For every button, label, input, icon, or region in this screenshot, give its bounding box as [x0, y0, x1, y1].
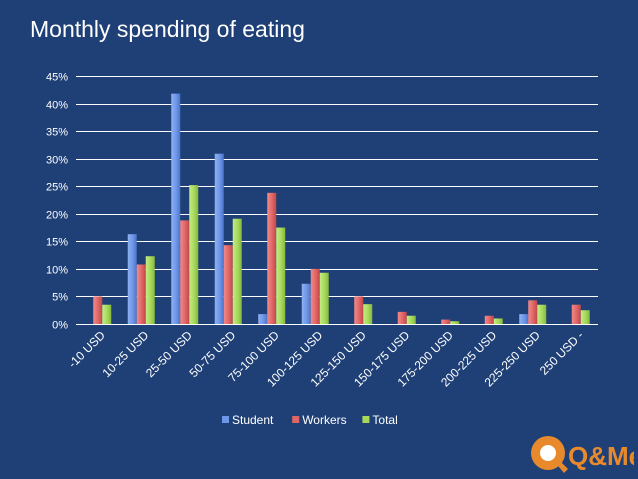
bar-workers: [180, 220, 190, 324]
chart-title: Monthly spending of eating: [30, 16, 305, 42]
bar-workers: [571, 304, 581, 324]
legend-swatch-total: [362, 416, 370, 423]
bar-student: [214, 153, 224, 324]
bar-workers: [267, 192, 277, 324]
bar-total: [145, 256, 155, 324]
x-category-label: 250 USD -: [537, 328, 587, 378]
legend-label-workers: Workers: [302, 413, 346, 427]
bar-total: [189, 185, 199, 324]
bar-workers: [93, 296, 103, 324]
bar-total: [363, 304, 373, 324]
x-category-label: -10 USD: [65, 328, 108, 371]
y-axis: 0% 5% 10% 15% 20% 25% 30% 35% 40% 45%: [46, 72, 68, 332]
bar-total: [450, 321, 460, 324]
bar-total: [232, 218, 242, 324]
bar-workers: [136, 264, 146, 324]
y-tick-label: 10%: [46, 265, 68, 277]
bars: [93, 93, 590, 324]
bar-workers: [310, 268, 320, 324]
bar-student: [171, 93, 181, 324]
y-tick-label: 15%: [46, 237, 68, 249]
bar-student: [519, 314, 529, 324]
y-tick-label: 40%: [46, 100, 68, 112]
bar-total: [537, 304, 547, 324]
legend: Student Workers Total: [222, 413, 398, 427]
y-tick-label: 35%: [46, 127, 68, 139]
y-tick-label: 0%: [52, 320, 68, 332]
bar-workers: [223, 245, 233, 324]
y-tick-label: 45%: [46, 72, 68, 84]
gridlines: [76, 76, 598, 325]
legend-label-student: Student: [232, 413, 274, 427]
bar-total: [406, 315, 416, 324]
legend-swatch-student: [222, 416, 229, 423]
bar-student: [258, 314, 268, 324]
logo-text: Q&Me: [568, 441, 634, 471]
y-tick-label: 30%: [46, 155, 68, 167]
bar-student: [127, 234, 137, 324]
legend-swatch-workers: [292, 416, 300, 423]
bar-total: [276, 227, 286, 324]
bar-total: [102, 304, 112, 324]
bar-total: [319, 272, 329, 324]
bar-workers: [354, 296, 364, 324]
bar-workers: [528, 300, 538, 324]
bar-workers: [397, 311, 407, 324]
y-tick-label: 5%: [52, 292, 68, 304]
y-tick-label: 25%: [46, 182, 68, 194]
bar-workers: [441, 319, 451, 324]
bar-total: [580, 310, 590, 324]
bar-total: [493, 318, 503, 324]
q-and-me-logo-icon: Q&Me: [531, 436, 634, 473]
y-tick-label: 20%: [46, 210, 68, 222]
bar-student: [301, 283, 311, 324]
legend-label-total: Total: [372, 413, 397, 427]
bar-workers: [484, 315, 494, 324]
